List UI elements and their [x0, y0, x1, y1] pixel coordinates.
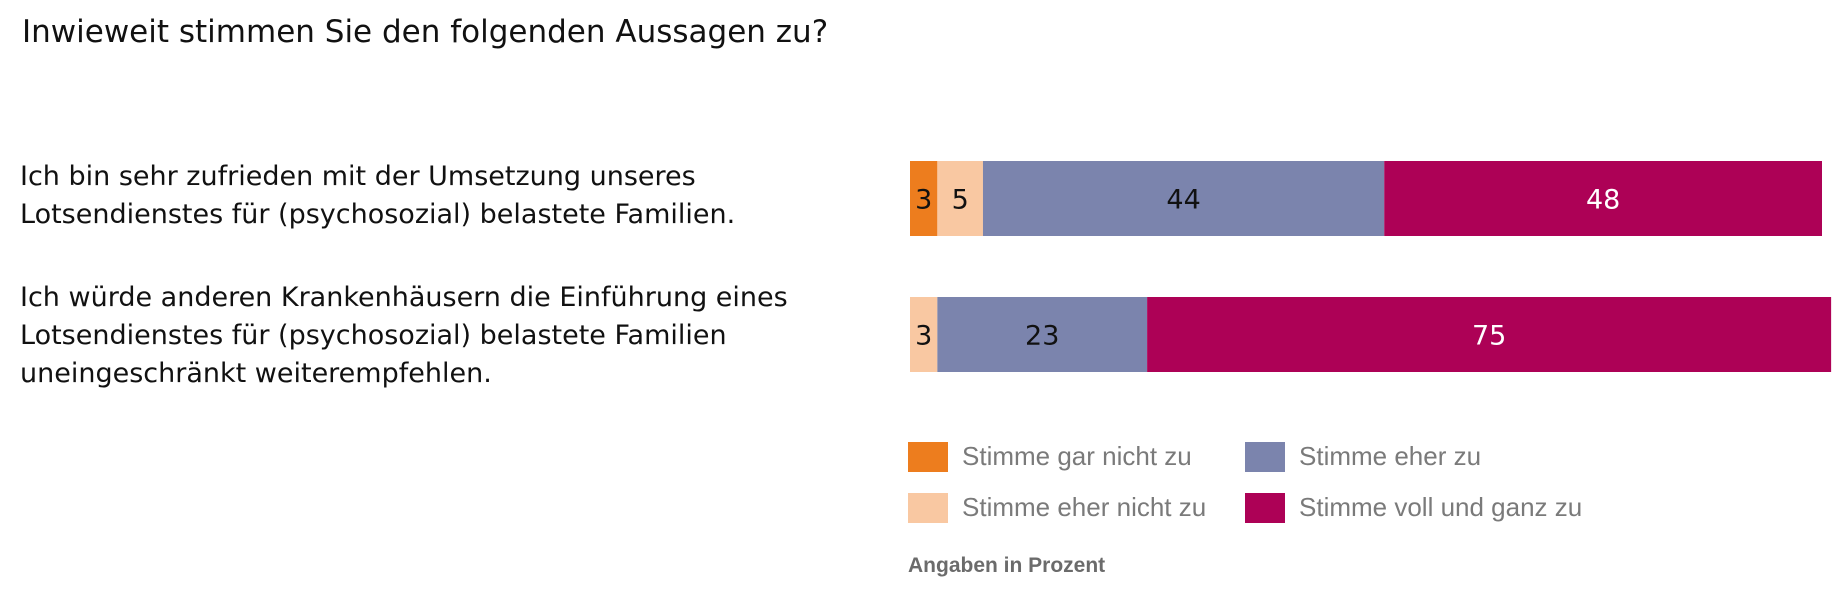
legend-item-stimme-eher-nicht-zu: Stimme eher nicht zu	[908, 492, 1206, 523]
legend-label-stimme-eher-zu: Stimme eher zu	[1299, 441, 1482, 471]
legend-label-stimme-voll-und-ganz-zu: Stimme voll und ganz zu	[1299, 492, 1583, 522]
legend-swatch-stimme-eher-nicht-zu	[908, 492, 948, 523]
bar-segment-q1-stimme-gar-nicht-zu	[910, 161, 938, 236]
data-label-q1-stimme-eher-zu: 44	[1166, 185, 1200, 216]
bar-segment-q1-stimme-eher-zu	[982, 161, 1385, 236]
bar-segment-q1-stimme-voll-und-ganz-zu	[1384, 161, 1822, 236]
legend-item-stimme-eher-zu: Stimme eher zu	[1245, 441, 1481, 472]
bar-segment-q2-stimme-eher-nicht-zu	[910, 297, 938, 372]
legend-label-stimme-gar-nicht-zu: Stimme gar nicht zu	[962, 441, 1192, 471]
bar-segment-q1-stimme-eher-nicht-zu	[937, 161, 983, 236]
data-label-q2-stimme-voll-und-ganz-zu: 75	[1472, 321, 1506, 352]
units-note: Angaben in Prozent	[908, 554, 1106, 577]
category-label-q2: Ich würde anderen Krankenhäusern die Ein…	[20, 282, 788, 389]
category-label-q1: Ich bin sehr zufrieden mit der Umsetzung…	[20, 161, 736, 230]
bar-segment-q2-stimme-eher-zu	[937, 297, 1148, 372]
legend-label-stimme-eher-nicht-zu: Stimme eher nicht zu	[962, 492, 1207, 522]
legend-item-stimme-voll-und-ganz-zu: Stimme voll und ganz zu	[1245, 492, 1582, 523]
legend-item-stimme-gar-nicht-zu: Stimme gar nicht zu	[908, 441, 1192, 472]
bar-segment-q2-stimme-voll-und-ganz-zu	[1147, 297, 1832, 372]
data-label-q1-stimme-voll-und-ganz-zu: 48	[1586, 185, 1620, 216]
data-label-q1-stimme-eher-nicht-zu: 5	[952, 185, 969, 216]
chart-title: Inwieweit stimmen Sie den folgenden Auss…	[22, 14, 829, 50]
data-label-q2-stimme-eher-zu: 23	[1025, 321, 1059, 352]
data-label-q1-stimme-gar-nicht-zu: 3	[915, 185, 932, 216]
legend-swatch-stimme-gar-nicht-zu	[908, 441, 948, 472]
data-label-q2-stimme-eher-nicht-zu: 3	[915, 321, 932, 352]
legend-swatch-stimme-voll-und-ganz-zu	[1245, 492, 1285, 523]
legend-swatch-stimme-eher-zu	[1245, 441, 1285, 472]
